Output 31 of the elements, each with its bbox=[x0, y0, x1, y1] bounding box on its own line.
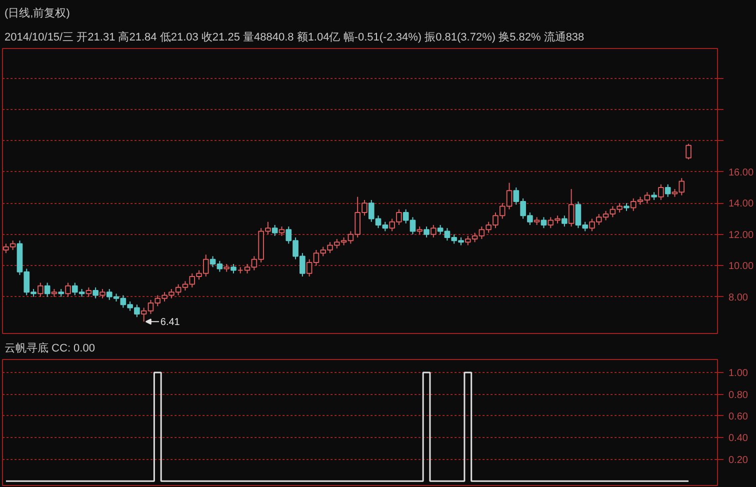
y-tick-label: 16.00 bbox=[728, 167, 754, 178]
candlestick bbox=[568, 188, 574, 228]
candlestick bbox=[44, 282, 50, 298]
candlestick bbox=[664, 184, 671, 198]
y-tick-label: 12.00 bbox=[728, 230, 754, 241]
candlestick bbox=[658, 184, 664, 200]
chart-subtitle: 2014/10/15/三 开21.31 高21.84 低21.03 收21.25 量48840.8 额1.04亿 幅-0.51(-2.34%) 振0.81(3.72%) 换5.82% 流通838 bbox=[4, 30, 584, 44]
candlestick bbox=[272, 224, 278, 236]
y-tick-label: 10.00 bbox=[728, 261, 754, 272]
candlestick bbox=[230, 264, 236, 274]
annotation: 6.41 bbox=[160, 317, 180, 328]
chart-title: 云帆寻底 CC: 0.00 bbox=[4, 342, 95, 354]
y-tick-label: 0.60 bbox=[728, 411, 748, 422]
chart-title: (日线,前复权) bbox=[4, 6, 70, 20]
candlestick bbox=[540, 216, 547, 229]
candlestick bbox=[92, 286, 98, 299]
candlestick bbox=[430, 224, 436, 238]
y-tick-label: 1.00 bbox=[728, 368, 748, 380]
candlestick bbox=[686, 143, 692, 160]
candlestick bbox=[278, 226, 285, 236]
candlestick bbox=[65, 282, 71, 298]
candlestick bbox=[562, 215, 568, 228]
candlestick bbox=[38, 282, 44, 298]
y-tick-label: 0.80 bbox=[728, 390, 748, 401]
y-tick-label: 8.00 bbox=[728, 292, 748, 304]
candlestick bbox=[86, 286, 92, 298]
candlestick bbox=[424, 226, 430, 238]
y-tick-label: 14.00 bbox=[728, 198, 754, 210]
y-tick-label: 0.40 bbox=[728, 433, 748, 444]
y-tick-label: 0.20 bbox=[728, 454, 748, 466]
candlestick bbox=[100, 288, 106, 299]
